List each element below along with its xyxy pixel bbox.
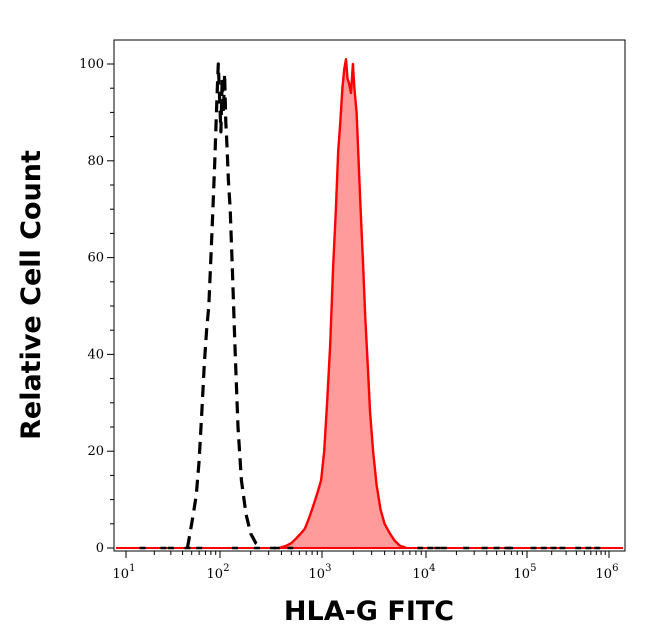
plot-frame: [113, 39, 626, 552]
x-tick-label: 103: [309, 563, 332, 582]
y-tick-label: 60: [87, 251, 104, 266]
series-1-fill: [279, 59, 407, 548]
x-tick-label: 101: [113, 563, 136, 582]
y-tick-label: 80: [87, 154, 104, 169]
y-axis-title: Relative Cell Count: [16, 150, 47, 440]
x-tick-label: 106: [596, 563, 619, 582]
plot-area: [116, 58, 623, 550]
series-1-line: [278, 58, 407, 550]
x-tick-label: 102: [207, 563, 230, 582]
series-0-line: [185, 62, 264, 550]
x-tick-label: 104: [413, 563, 436, 582]
x-axis-title: HLA-G FITC: [284, 596, 454, 627]
axes: 0 20 40 60 80 100 101 102 103 104 105 106: [79, 39, 626, 582]
y-tick-label: 20: [87, 444, 104, 459]
y-tick-label: 100: [79, 57, 104, 72]
y-tick-label: 40: [87, 347, 104, 362]
x-tick-label: 105: [514, 563, 537, 582]
y-tick-label: 0: [96, 541, 104, 556]
